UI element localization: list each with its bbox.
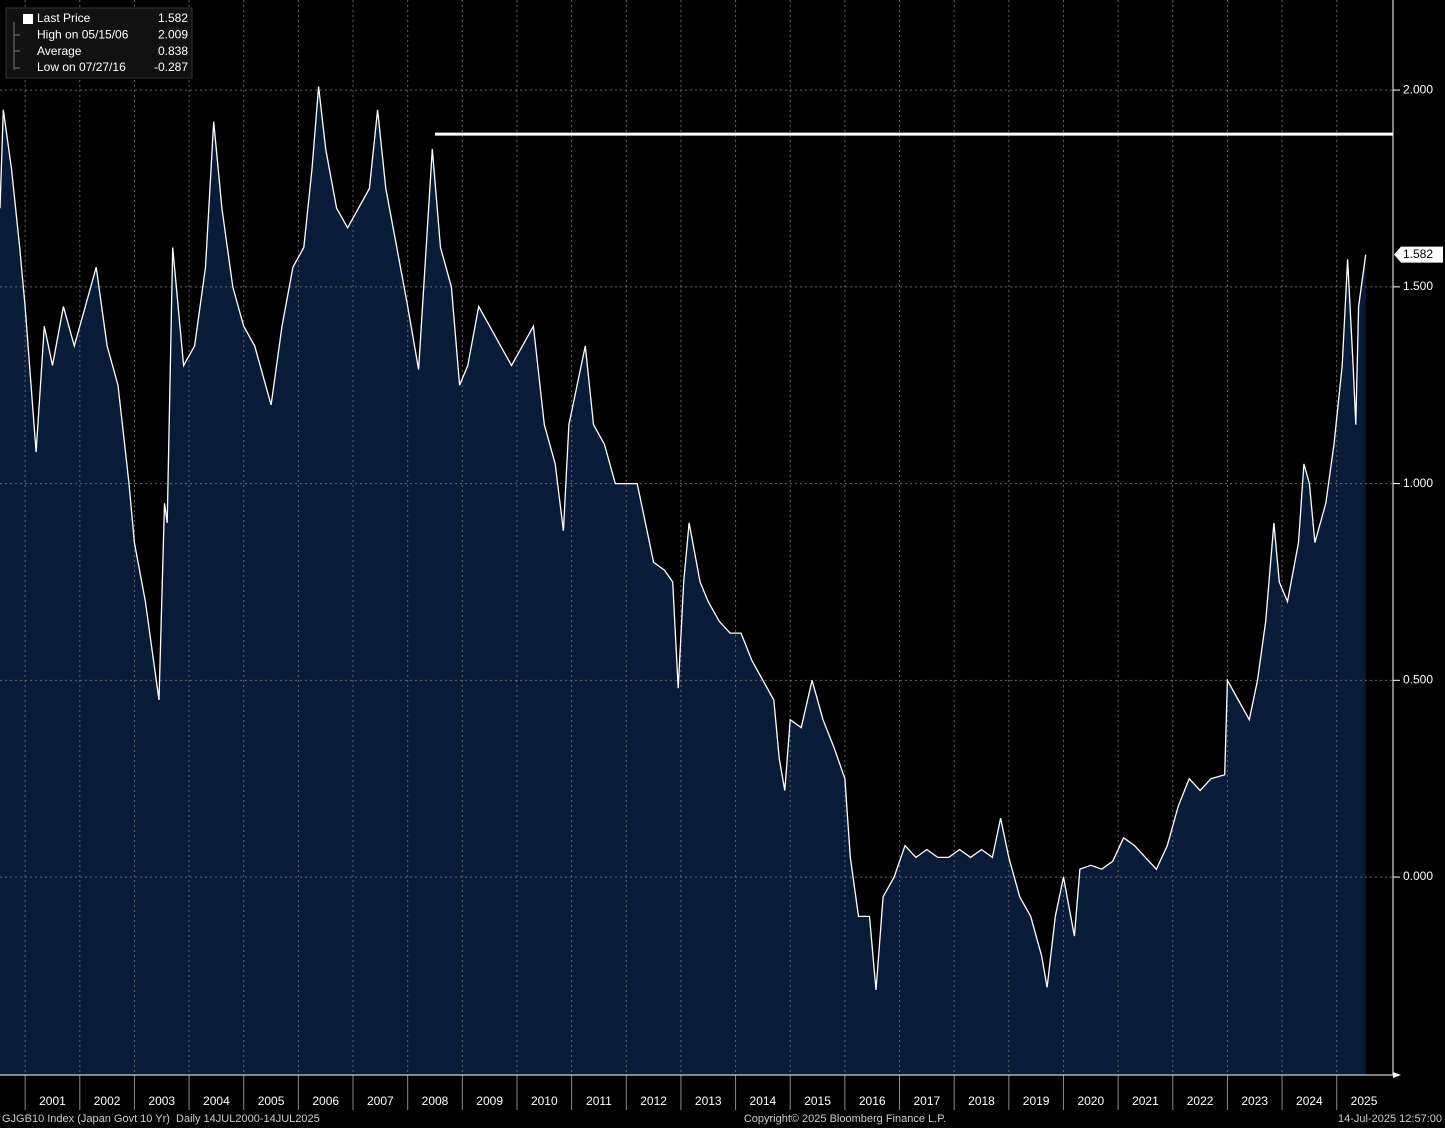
x-tick-label: 2023 <box>1241 1094 1268 1108</box>
x-tick-label: 2001 <box>39 1094 66 1108</box>
footer-center: Copyright© 2025 Bloomberg Finance L.P. <box>744 1113 946 1125</box>
x-tick-label: 2009 <box>476 1094 503 1108</box>
legend-value: -0.287 <box>154 60 188 74</box>
x-tick-label: 2016 <box>859 1094 886 1108</box>
x-tick-label: 2012 <box>640 1094 667 1108</box>
legend-label: Low on 07/27/16 <box>37 60 126 74</box>
x-tick-label: 2020 <box>1077 1094 1104 1108</box>
x-tick-label: 2002 <box>94 1094 121 1108</box>
x-tick-label: 2024 <box>1296 1094 1323 1108</box>
y-tick-label: 1.500 <box>1403 279 1433 293</box>
x-tick-label: 2014 <box>750 1094 777 1108</box>
x-tick-label: 2021 <box>1132 1094 1159 1108</box>
y-tick-label: 1.000 <box>1403 476 1433 490</box>
area <box>0 86 1366 1076</box>
x-tick-label: 2017 <box>913 1094 940 1108</box>
x-tick-label: 2007 <box>367 1094 394 1108</box>
legend-value: 1.582 <box>158 11 188 25</box>
axis-arrow <box>1393 1072 1401 1078</box>
legend-label: Last Price <box>37 11 91 25</box>
legend-value: 2.009 <box>158 27 188 41</box>
legend-label: High on 05/15/06 <box>37 27 129 41</box>
legend-swatch <box>23 14 33 24</box>
x-tick-label: 2018 <box>968 1094 995 1108</box>
x-tick-label: 2005 <box>258 1094 285 1108</box>
legend-label: Average <box>37 44 82 58</box>
last-price-tag <box>1394 246 1443 263</box>
line <box>0 86 1367 991</box>
legend-tree <box>13 22 20 70</box>
x-tick-label: 2011 <box>586 1094 612 1108</box>
last-price-label: 1.582 <box>1403 247 1433 261</box>
x-tick-label: 2006 <box>312 1094 339 1108</box>
x-tick-label: 2003 <box>148 1094 175 1108</box>
footer-left: GJGB10 Index (Japan Govt 10 Yr) Daily 14… <box>2 1113 320 1125</box>
x-tick-label: 2004 <box>203 1094 230 1108</box>
x-tick-label: 2008 <box>422 1094 449 1108</box>
x-tick-label: 2022 <box>1187 1094 1214 1108</box>
x-tick-label: 2019 <box>1023 1094 1050 1108</box>
legend-box <box>5 7 193 79</box>
footer-right: 14-Jul-2025 12:57:00 <box>1338 1113 1442 1125</box>
x-tick-label: 2013 <box>695 1094 722 1108</box>
x-tick-label: 2025 <box>1351 1094 1378 1108</box>
y-tick-label: 0.500 <box>1403 673 1433 687</box>
x-tick-label: 2010 <box>531 1094 558 1108</box>
legend-value: 0.838 <box>158 44 188 58</box>
y-tick-label: 0.000 <box>1403 869 1433 883</box>
y-tick-label: 2.000 <box>1403 82 1433 96</box>
x-tick-label: 2015 <box>804 1094 831 1108</box>
